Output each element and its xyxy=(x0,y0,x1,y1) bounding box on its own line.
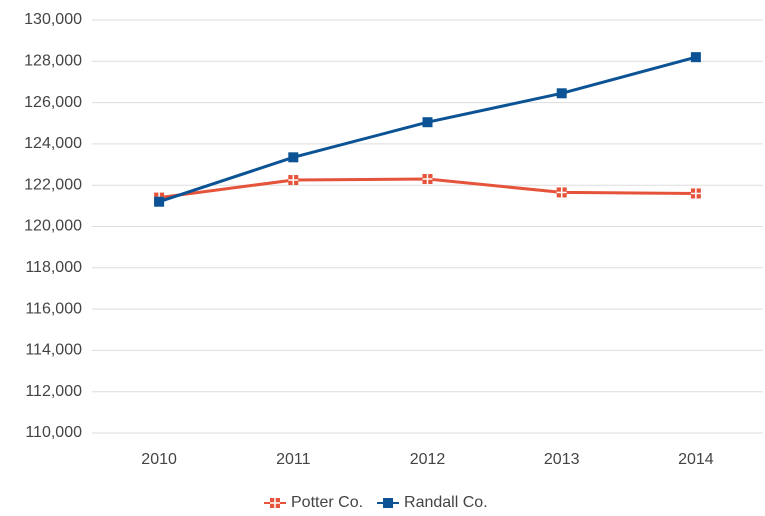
x-tick-label: 2012 xyxy=(410,451,446,468)
legend-label: Randall Co. xyxy=(404,494,488,511)
y-tick-label: 124,000 xyxy=(24,135,82,152)
y-tick-label: 130,000 xyxy=(24,11,82,28)
marker xyxy=(556,88,567,99)
marker xyxy=(288,152,299,163)
x-tick-label: 2014 xyxy=(678,451,714,468)
x-tick-label: 2011 xyxy=(276,451,311,468)
y-tick-label: 116,000 xyxy=(25,300,82,317)
y-tick-label: 122,000 xyxy=(24,176,82,193)
y-tick-label: 114,000 xyxy=(25,342,82,359)
y-tick-label: 128,000 xyxy=(24,53,82,70)
x-tick-label: 2013 xyxy=(544,451,580,468)
y-tick-label: 118,000 xyxy=(25,259,82,276)
y-tick-label: 112,000 xyxy=(25,383,82,400)
y-tick-label: 126,000 xyxy=(24,94,82,111)
y-tick-label: 120,000 xyxy=(24,218,82,235)
legend-label: Potter Co. xyxy=(291,494,363,511)
legend-marker xyxy=(383,498,394,508)
x-tick-label: 2010 xyxy=(141,451,177,468)
marker xyxy=(690,52,701,63)
marker xyxy=(154,196,165,207)
marker xyxy=(422,117,433,128)
y-tick-label: 110,000 xyxy=(25,424,82,441)
